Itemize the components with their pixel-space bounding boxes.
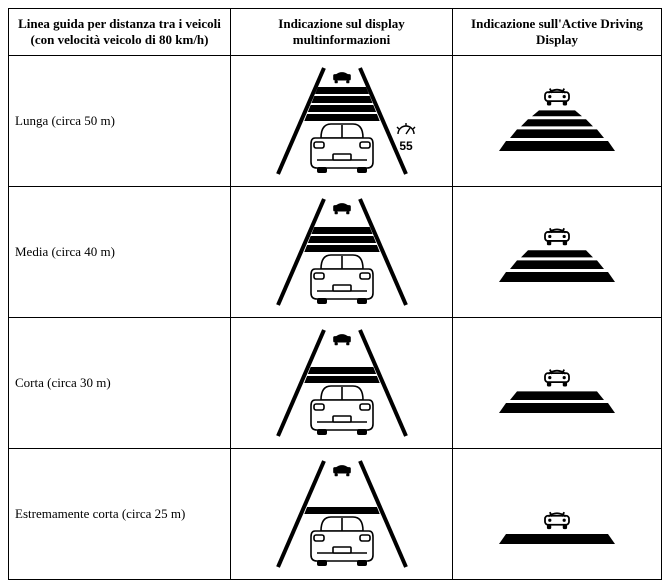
svg-text:55: 55: [399, 139, 413, 153]
table-row: Corta (circa 30 m): [9, 318, 662, 449]
header-col3: Indicazione sull'Active Driving Display: [453, 9, 662, 56]
active-driving-display-diagram: [453, 187, 662, 318]
distance-label: Lunga (circa 50 m): [9, 56, 231, 187]
distance-label: Estremamente corta (circa 25 m): [9, 449, 231, 580]
mid-display-diagram: [231, 318, 453, 449]
mid-display-diagram: [231, 187, 453, 318]
table-row: Media (circa 40 m): [9, 187, 662, 318]
mid-display-diagram: [231, 449, 453, 580]
distance-guideline-table: Linea guida per distanza tra i veicoli (…: [8, 8, 662, 580]
distance-label: Corta (circa 30 m): [9, 318, 231, 449]
mid-display-diagram: 55: [231, 56, 453, 187]
table-header-row: Linea guida per distanza tra i veicoli (…: [9, 9, 662, 56]
table-row: Lunga (circa 50 m): [9, 56, 662, 187]
active-driving-display-diagram: [453, 318, 662, 449]
header-col1: Linea guida per distanza tra i veicoli (…: [9, 9, 231, 56]
table-row: Estremamente corta (circa 25 m): [9, 449, 662, 580]
active-driving-display-diagram: [453, 56, 662, 187]
active-driving-display-diagram: [453, 449, 662, 580]
distance-label: Media (circa 40 m): [9, 187, 231, 318]
header-col2: Indicazione sul display multinformazioni: [231, 9, 453, 56]
